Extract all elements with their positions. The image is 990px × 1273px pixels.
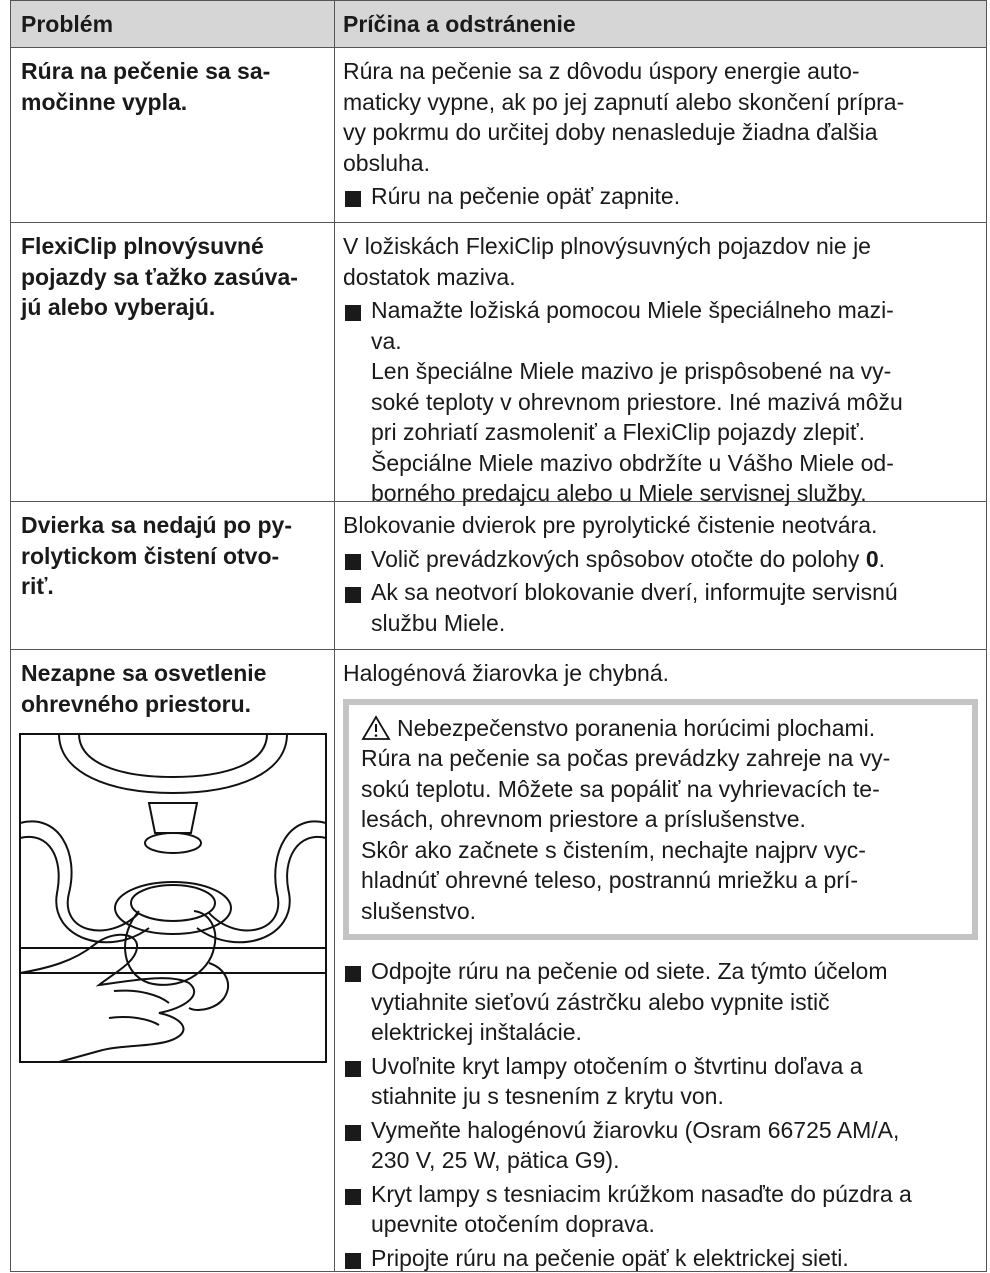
cause-cell: Halogénová žiarovka je chybná. Nebezpečen…	[335, 650, 986, 1271]
text-line: V ložiskách FlexiClip plnovýsuvných poja…	[343, 231, 978, 262]
text-line: Odpojte rúru na pečenie od siete. Za tým…	[371, 956, 978, 987]
bullet-item: Volič prevádzkových spôsobov otočte do p…	[343, 544, 978, 575]
header-cell: Príčina a odstránenie	[335, 1, 986, 47]
text-line: upevnite otočením doprava.	[371, 1209, 978, 1240]
paragraph: Rúra na pečenie sa z dôvodu úspory energ…	[343, 56, 978, 178]
text-line: ohrevného priestoru.	[21, 689, 326, 720]
text-line: močinne vypla.	[21, 87, 326, 118]
text-line: službu Miele.	[371, 608, 978, 639]
bullet-item: Rúru na pečenie opäť zapnite.	[343, 181, 978, 212]
bullet-item: Kryt lampy s tesniacim krúžkom nasaďte d…	[343, 1179, 978, 1240]
text-line: Len špeciálne Miele mazivo je prispôsobe…	[371, 356, 978, 387]
text-line: Rúra na pečenie sa z dôvodu úspory energ…	[343, 56, 978, 87]
text-segment: 0	[866, 546, 879, 572]
warning-title-text: Nebezpečenstvo poranenia horúcimi plocha…	[397, 713, 875, 744]
text-line: Volič prevádzkových spôsobov otočte do p…	[371, 544, 978, 575]
text-line: slušenstvo.	[361, 896, 964, 927]
text-line: Uvoľnite kryt lampy otočením o štvrtinu …	[371, 1051, 978, 1082]
text-line: sokú teplotu. Môžete sa popáliť na vyhri…	[361, 774, 964, 805]
text-line: Halogénová žiarovka je chybná.	[343, 658, 978, 689]
text-line: FlexiClip plnovýsuvné	[21, 231, 326, 262]
paragraph: Blokovanie dvierok pre pyrolytické čiste…	[343, 510, 978, 541]
text-line: Ak sa neotvorí blokovanie dverí, informu…	[371, 577, 978, 608]
header-cell: Problém	[11, 1, 335, 47]
cause-cell: Rúra na pečenie sa z dôvodu úspory energ…	[335, 48, 986, 222]
problem-cell: Dvierka sa nedajú po py-rolytickom čiste…	[11, 502, 335, 649]
bullet-item: Odpojte rúru na pečenie od siete. Za tým…	[343, 956, 978, 1048]
text-line: Nezapne sa osvetlenie	[21, 658, 326, 689]
text-line: dostatok maziva.	[343, 262, 978, 293]
text-line: Pripojte rúru na pečenie opäť k elektric…	[371, 1243, 978, 1273]
text-line: stiahnite ju s tesnením z krytu von.	[371, 1081, 978, 1112]
text-line: vy pokrmu do určitej doby nenasleduje ži…	[343, 117, 978, 148]
table-row: Dvierka sa nedajú po py-rolytickom čiste…	[11, 502, 986, 650]
text-line: elektrickej inštalácie.	[371, 1017, 978, 1048]
bullet-item: Namažte ložiská pomocou Miele špeciálneh…	[343, 295, 978, 509]
text-line: Rúra na pečenie sa počas prevádzky zahre…	[361, 743, 964, 774]
text-line: 230 V, 25 W, pätica G9).	[371, 1145, 978, 1176]
text-line: Skôr ako začnete s čistením, nechajte na…	[361, 835, 964, 866]
text-segment: Volič prevádzkových spôsobov otočte do p…	[371, 546, 866, 572]
paragraph: V ložiskách FlexiClip plnovýsuvných poja…	[343, 231, 978, 292]
text-line: lesách, ohrevnom priestore a príslušenst…	[361, 804, 964, 835]
text-segment: .	[879, 546, 885, 572]
text-line: Namažte ložiská pomocou Miele špeciálneh…	[371, 295, 978, 326]
text-line: jú alebo vyberajú.	[21, 292, 326, 323]
problem-cell: Rúra na pečenie sa sa-močinne vypla.	[11, 48, 335, 222]
bullet-item: Uvoľnite kryt lampy otočením o štvrtinu …	[343, 1051, 978, 1112]
text-line: Rúru na pečenie opäť zapnite.	[371, 181, 978, 212]
text-line: Rúra na pečenie sa sa-	[21, 56, 326, 87]
cause-cell: Blokovanie dvierok pre pyrolytické čiste…	[335, 502, 986, 649]
text-line: pri zohriatí zasmoleniť a FlexiClip poja…	[371, 417, 978, 448]
warning-icon	[361, 715, 391, 741]
text-line: rolytickom čistení otvo-	[21, 541, 326, 572]
text-line: Vymeňte halogénovú žiarovku (Osram 66725…	[371, 1115, 978, 1146]
bullet-item: Pripojte rúru na pečenie opäť k elektric…	[343, 1243, 978, 1273]
text-line: pojazdy sa ťažko zasúva-	[21, 262, 326, 293]
text-line: maticky vypne, ak po jej zapnutí alebo s…	[343, 87, 978, 118]
text-line: vytiahnite sieťovú zástrčku alebo vypnit…	[371, 987, 978, 1018]
warning-box: Nebezpečenstvo poranenia horúcimi plocha…	[343, 699, 978, 941]
text-line: Blokovanie dvierok pre pyrolytické čiste…	[343, 510, 978, 541]
table-row: Rúra na pečenie sa sa-močinne vypla.Rúra…	[11, 48, 986, 223]
text-line: Kryt lampy s tesniacim krúžkom nasaďte d…	[371, 1179, 978, 1210]
text-line: hladnúť ohrevné teleso, postrannú mriežk…	[361, 865, 964, 896]
warning-title: Nebezpečenstvo poranenia horúcimi plocha…	[361, 713, 964, 744]
text-line: va.	[371, 326, 978, 357]
paragraph: Halogénová žiarovka je chybná.	[343, 658, 978, 689]
text-line: riť.	[21, 571, 326, 602]
text-line: Šepciálne Miele mazivo obdržíte u Vášho …	[371, 448, 978, 479]
text-line: borného predajcu alebo u Miele servisnej…	[371, 478, 978, 509]
bullet-item: Ak sa neotvorí blokovanie dverí, informu…	[343, 577, 978, 638]
illustration	[19, 733, 327, 1063]
cause-cell: V ložiskách FlexiClip plnovýsuvných poja…	[335, 223, 986, 501]
text-line: obsluha.	[343, 148, 978, 179]
bullet-item: Vymeňte halogénovú žiarovku (Osram 66725…	[343, 1115, 978, 1176]
text-line: soké teploty v ohrevnom priestore. Iné m…	[371, 387, 978, 418]
text-line: Dvierka sa nedajú po py-	[21, 510, 326, 541]
